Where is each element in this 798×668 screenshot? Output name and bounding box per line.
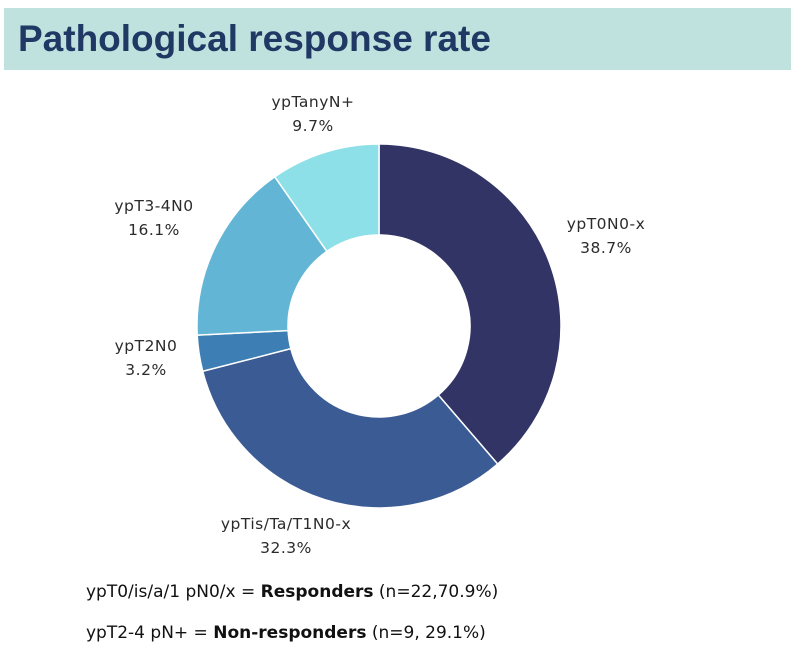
slice-value-label-1: 32.3% [260,539,312,557]
slice-category-label-2: ypT2N0 [115,337,178,355]
responders-note: ypT0/is/a/1 pN0/x = Responders (n=22,70.… [86,582,498,602]
slice-category-label-3: ypT3-4N0 [114,197,193,215]
donut-slices [196,143,562,509]
responders-note-suffix: (n=22,70.9%) [373,582,499,602]
non-responders-note: ypT2-4 pN+ = Non-responders (n=9, 29.1%) [86,623,486,643]
non-responders-note-suffix: (n=9, 29.1%) [366,623,486,643]
slice-value-label-4: 9.7% [292,117,333,135]
non-responders-note-prefix: ypT2-4 pN+ = [86,623,214,643]
responders-note-bold: Responders [260,582,374,602]
page-title: Pathological response rate [18,18,491,59]
non-responders-note-bold: Non-responders [213,623,367,643]
responders-note-prefix: ypT0/is/a/1 pN0/x = [86,582,261,602]
slice-value-label-0: 38.7% [580,239,632,257]
slice-value-label-3: 16.1% [128,221,180,239]
title-bar: Pathological response rate [4,8,791,70]
slice-category-label-1: ypTis/Ta/T1N0-x [221,515,351,533]
donut-slice-3 [196,175,328,336]
slice-category-label-0: ypT0N0-x [567,215,646,233]
donut-slice-1 [201,347,499,509]
slice-category-label-4: ypTanyN+ [272,93,355,111]
slice-value-label-2: 3.2% [125,361,166,379]
donut-slice-4 [273,143,380,253]
slice-labels: ypT0N0-x 38.7% ypTis/Ta/T1N0-x 32.3% ypT2N0 3… [114,93,646,557]
donut-slice-0 [378,143,562,466]
